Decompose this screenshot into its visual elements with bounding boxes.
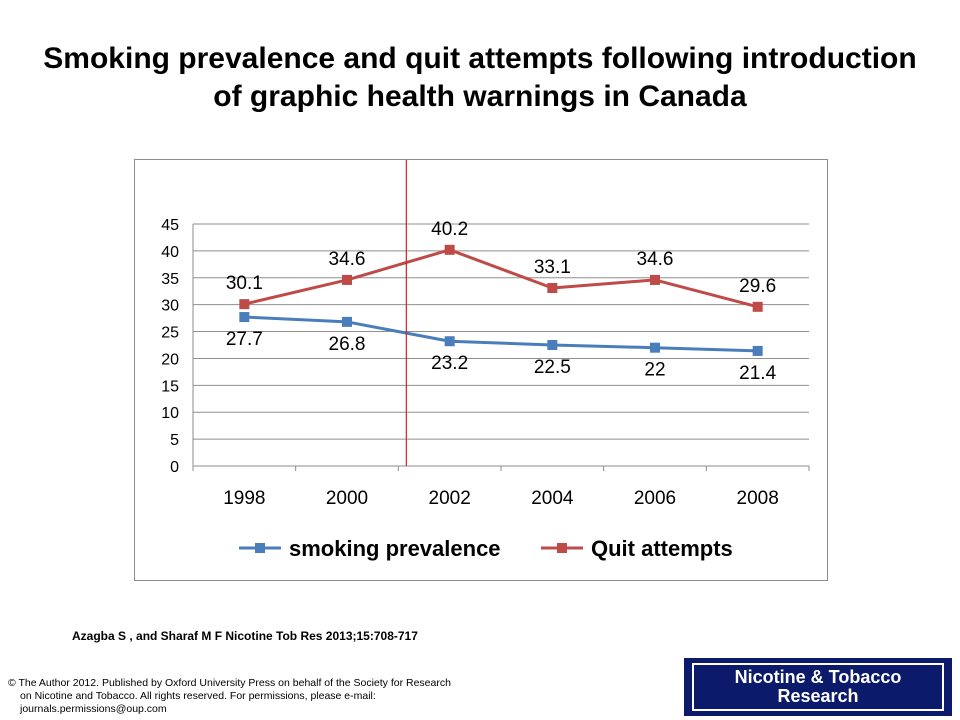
series-line-1 xyxy=(243,248,759,309)
legend-marker xyxy=(255,543,265,553)
journal-logo-line-2: Research xyxy=(777,686,859,706)
y-tick-label: 30 xyxy=(161,298,179,315)
copyright-line-2: on Nicotine and Tobacco. All rights rese… xyxy=(20,690,376,702)
data-label: 29.6 xyxy=(739,276,776,297)
y-tick-label: 20 xyxy=(161,351,179,368)
x-tick-label: 2008 xyxy=(737,488,779,509)
data-point xyxy=(342,316,352,327)
y-tick-label: 0 xyxy=(170,459,179,476)
data-point xyxy=(547,340,558,350)
data-label: 23.2 xyxy=(431,353,468,374)
slide-title: Smoking prevalence and quit attempts fol… xyxy=(43,42,917,113)
y-tick-label: 25 xyxy=(161,325,179,342)
copyright-line-3: journals.permissions@oup.com xyxy=(20,703,167,715)
copyright-notice: © The Author 2012. Published by Oxford U… xyxy=(8,677,528,716)
data-point xyxy=(342,274,352,285)
data-label: 26.8 xyxy=(329,334,366,355)
data-point xyxy=(752,345,763,356)
journal-logo: Nicotine & Tobacco Research xyxy=(684,658,952,716)
data-label: 22.5 xyxy=(534,357,571,378)
data-point xyxy=(444,244,455,255)
legend-label: smoking prevalence xyxy=(289,536,501,561)
data-label: 21.4 xyxy=(739,363,776,384)
journal-logo-text: Nicotine & Tobacco Research xyxy=(692,663,944,711)
y-tick-label: 40 xyxy=(161,244,179,261)
data-label: 27.7 xyxy=(226,329,263,350)
copyright-line-1: © The Author 2012. Published by Oxford U… xyxy=(8,677,451,689)
journal-logo-line-1: Nicotine & Tobacco xyxy=(734,667,902,687)
data-label: 34.6 xyxy=(637,249,674,270)
x-tick-label: 2002 xyxy=(429,488,471,509)
data-point xyxy=(650,342,660,353)
data-point xyxy=(239,299,250,310)
data-point xyxy=(239,312,250,323)
data-point xyxy=(444,336,455,347)
data-point xyxy=(650,274,660,285)
y-tick-label: 15 xyxy=(161,378,179,395)
data-label: 33.1 xyxy=(534,257,571,278)
legend-label: Quit attempts xyxy=(591,536,733,561)
y-tick-label: 45 xyxy=(161,217,179,234)
series-line-0 xyxy=(244,315,758,353)
data-point xyxy=(547,282,558,293)
line-chart: 0 5 10 15 20 25 30 35 40 45 1998 2000 2002 2004 2006 20… xyxy=(161,160,810,561)
y-tick-label: 5 xyxy=(170,432,179,449)
x-tick-label: 1998 xyxy=(223,488,265,509)
data-label: 40.2 xyxy=(431,219,468,240)
legend-marker xyxy=(557,543,567,553)
data-label: 22 xyxy=(644,360,665,381)
data-point xyxy=(752,301,763,312)
data-label: 34.6 xyxy=(329,249,366,270)
y-tick-label: 10 xyxy=(161,405,179,422)
data-label: 30.1 xyxy=(226,273,263,294)
x-tick-label: 2000 xyxy=(326,488,368,509)
x-tick-label: 2004 xyxy=(531,488,574,509)
x-tick-label: 2006 xyxy=(634,488,676,509)
y-tick-label: 35 xyxy=(161,271,179,288)
citation: Azagba S , and Sharaf M F Nicotine Tob R… xyxy=(72,629,418,643)
chart-frame: 0 5 10 15 20 25 30 35 40 45 1998 2000 2002 2004 2006 20… xyxy=(134,159,828,581)
